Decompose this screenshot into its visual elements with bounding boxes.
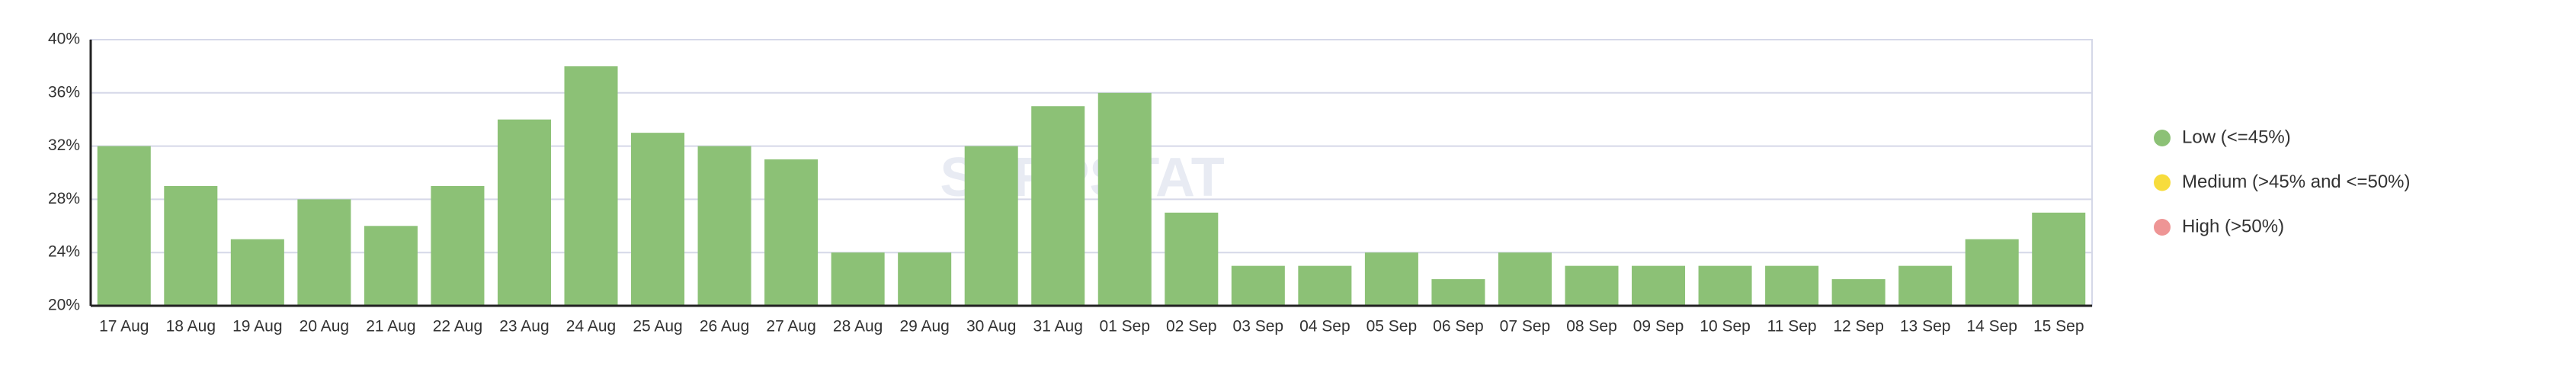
x-tick-label: 13 Sep (1900, 318, 1951, 336)
x-tick-label: 19 Aug (232, 318, 282, 336)
x-tick-label: 18 Aug (166, 318, 216, 336)
x-tick-label: 29 Aug (899, 318, 949, 336)
x-tick-label: 05 Sep (1366, 318, 1418, 336)
bar (297, 199, 351, 306)
x-tick-label: 30 Aug (966, 318, 1016, 336)
bar (364, 226, 418, 306)
bar (764, 159, 819, 306)
x-tick-label: 20 Aug (300, 318, 349, 336)
bar (1898, 265, 1953, 306)
bar (97, 146, 151, 306)
x-tick-label: 25 Aug (633, 318, 682, 336)
bar (1831, 279, 1886, 306)
y-tick-label: 28% (48, 190, 80, 207)
x-tick-label: 27 Aug (766, 318, 815, 336)
y-tick-label: 36% (48, 83, 80, 101)
bar (1498, 252, 1552, 306)
bar (831, 252, 885, 306)
bar (1765, 265, 1819, 306)
x-tick-label: 15 Sep (2033, 318, 2084, 336)
legend-label: High (>50%) (2182, 216, 2284, 236)
x-tick-label: 31 Aug (1033, 318, 1083, 336)
bar (1031, 106, 1085, 306)
bar (564, 66, 618, 307)
bar (697, 146, 751, 306)
legend-label: Low (<=45%) (2182, 127, 2291, 147)
x-tick-label: 06 Sep (1433, 318, 1484, 336)
legend-marker (2154, 130, 2171, 146)
bar (1431, 279, 1485, 306)
x-tick-label: 03 Sep (1233, 318, 1284, 336)
x-tick-label: 08 Sep (1566, 318, 1617, 336)
legend-marker (2154, 219, 2171, 236)
x-tick-label: 09 Sep (1633, 318, 1684, 336)
y-tick-label: 32% (48, 136, 80, 154)
legend-marker (2154, 174, 2171, 191)
x-tick-label: 28 Aug (833, 318, 883, 336)
bar (1298, 265, 1352, 306)
bar (1097, 92, 1152, 307)
bar (1165, 212, 1219, 306)
bar (898, 252, 952, 306)
y-tick-label: 20% (48, 297, 80, 314)
x-tick-label: 02 Sep (1166, 318, 1217, 336)
x-tick-label: 22 Aug (433, 318, 482, 336)
x-tick-label: 04 Sep (1299, 318, 1350, 336)
y-tick-label: 24% (48, 243, 80, 261)
x-tick-label: 24 Aug (566, 318, 616, 336)
x-tick-label: 12 Sep (1833, 318, 1884, 336)
bar (1565, 265, 1619, 306)
x-tick-label: 10 Sep (1700, 318, 1751, 336)
x-tick-label: 11 Sep (1767, 318, 1817, 336)
x-tick-label: 26 Aug (700, 318, 749, 336)
bar (230, 239, 284, 306)
bar (631, 133, 685, 306)
bar (2032, 212, 2086, 306)
x-tick-label: 21 Aug (366, 318, 415, 336)
x-tick-label: 01 Sep (1099, 318, 1150, 336)
bar (964, 146, 1018, 306)
legend-label: Medium (>45% and <=50%) (2182, 172, 2411, 192)
bar (497, 119, 551, 306)
bar (1965, 239, 2019, 306)
bar (1632, 265, 1686, 306)
bar (164, 185, 218, 306)
bar (1698, 265, 1752, 306)
x-tick-label: 07 Sep (1500, 318, 1551, 336)
bar (1364, 252, 1418, 306)
x-tick-label: 23 Aug (499, 318, 549, 336)
x-tick-label: 14 Sep (1966, 318, 2017, 336)
y-tick-label: 40% (48, 30, 80, 48)
x-tick-label: 17 Aug (99, 318, 149, 336)
bar (1231, 265, 1285, 306)
bar (431, 185, 485, 306)
